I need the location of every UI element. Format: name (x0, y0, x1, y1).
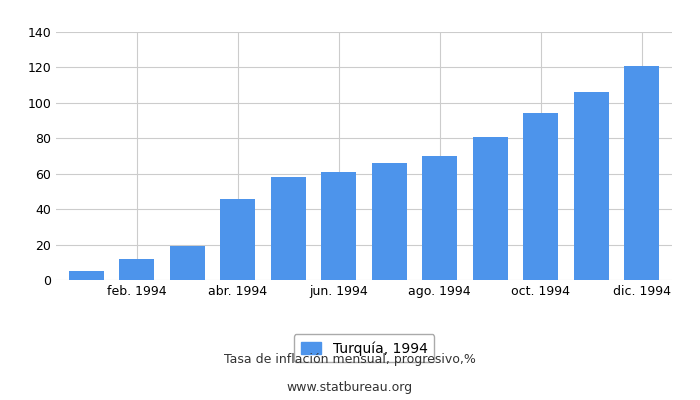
Bar (271, 177, 306, 280)
Bar (169, 246, 205, 280)
Bar (624, 66, 659, 280)
Bar (321, 172, 356, 280)
Text: Tasa de inflación mensual, progresivo,%: Tasa de inflación mensual, progresivo,% (224, 354, 476, 366)
Legend: Turquía, 1994: Turquía, 1994 (293, 334, 435, 362)
Bar (473, 136, 508, 280)
Text: www.statbureau.org: www.statbureau.org (287, 382, 413, 394)
Bar (69, 271, 104, 280)
Bar (220, 198, 256, 280)
Bar (573, 92, 609, 280)
Bar (422, 156, 457, 280)
Bar (372, 163, 407, 280)
Bar (523, 114, 559, 280)
Bar (119, 259, 155, 280)
